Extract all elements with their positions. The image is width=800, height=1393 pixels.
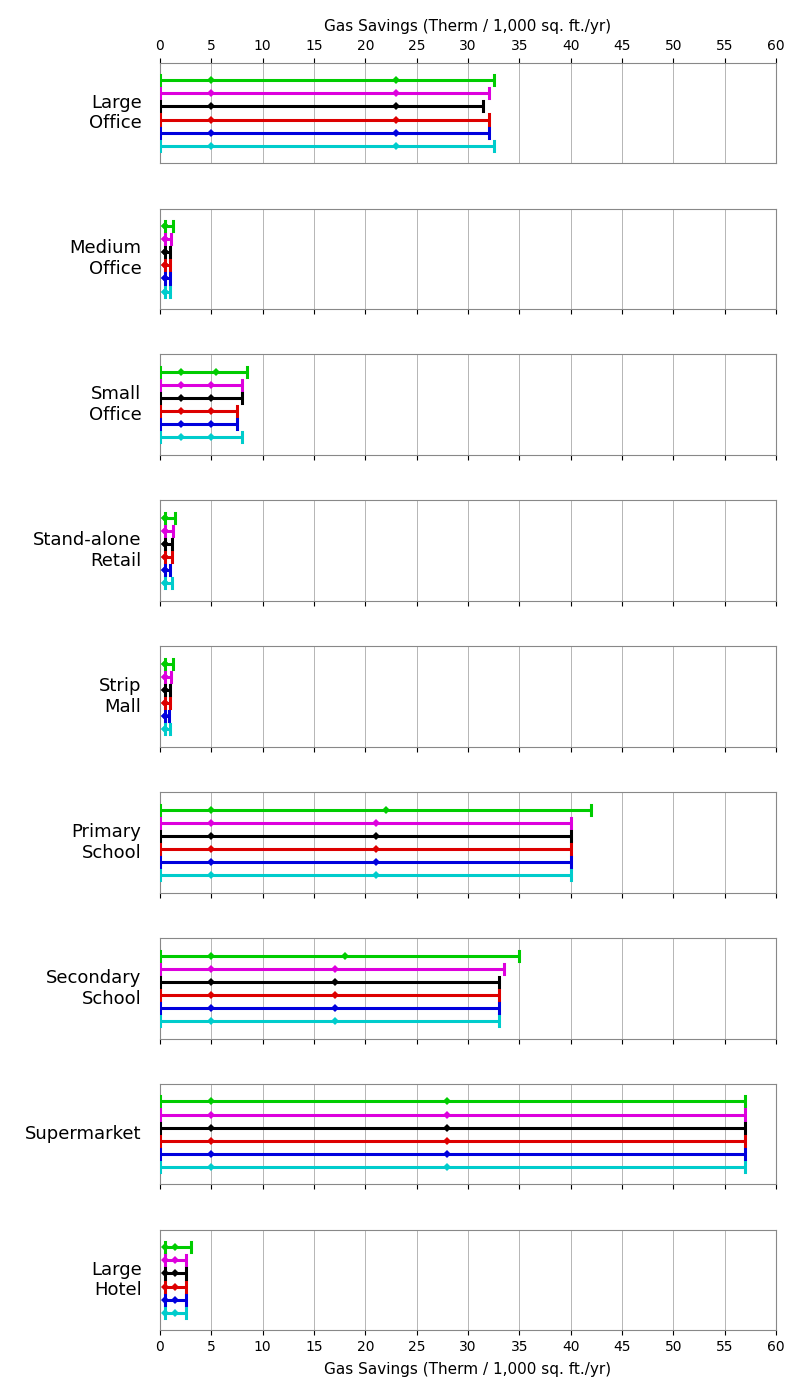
- Y-axis label: Large
Office: Large Office: [89, 93, 142, 132]
- Y-axis label: Primary
School: Primary School: [72, 823, 142, 862]
- Y-axis label: Large
Hotel: Large Hotel: [90, 1261, 142, 1300]
- X-axis label: Gas Savings (Therm / 1,000 sq. ft./yr): Gas Savings (Therm / 1,000 sq. ft./yr): [325, 18, 611, 33]
- Y-axis label: Secondary
School: Secondary School: [46, 970, 142, 1007]
- Y-axis label: Stand-alone
Retail: Stand-alone Retail: [33, 531, 142, 570]
- Y-axis label: Supermarket: Supermarket: [25, 1126, 142, 1144]
- X-axis label: Gas Savings (Therm / 1,000 sq. ft./yr): Gas Savings (Therm / 1,000 sq. ft./yr): [325, 1362, 611, 1378]
- Y-axis label: Small
Office: Small Office: [89, 386, 142, 423]
- Y-axis label: Strip
Mall: Strip Mall: [99, 677, 142, 716]
- Y-axis label: Medium
Office: Medium Office: [70, 240, 142, 279]
